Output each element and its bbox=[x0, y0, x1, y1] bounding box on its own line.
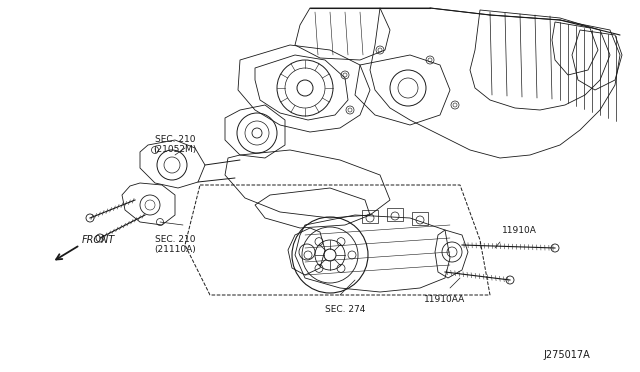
Text: J275017A: J275017A bbox=[543, 350, 590, 360]
Text: FRONT: FRONT bbox=[82, 235, 115, 245]
Text: SEC. 210
(21052M): SEC. 210 (21052M) bbox=[154, 135, 196, 154]
Text: SEC. 274: SEC. 274 bbox=[325, 305, 365, 314]
Text: 11910AA: 11910AA bbox=[424, 295, 466, 304]
Text: SEC. 210
(21110A): SEC. 210 (21110A) bbox=[154, 235, 196, 254]
Text: 11910A: 11910A bbox=[502, 226, 537, 235]
